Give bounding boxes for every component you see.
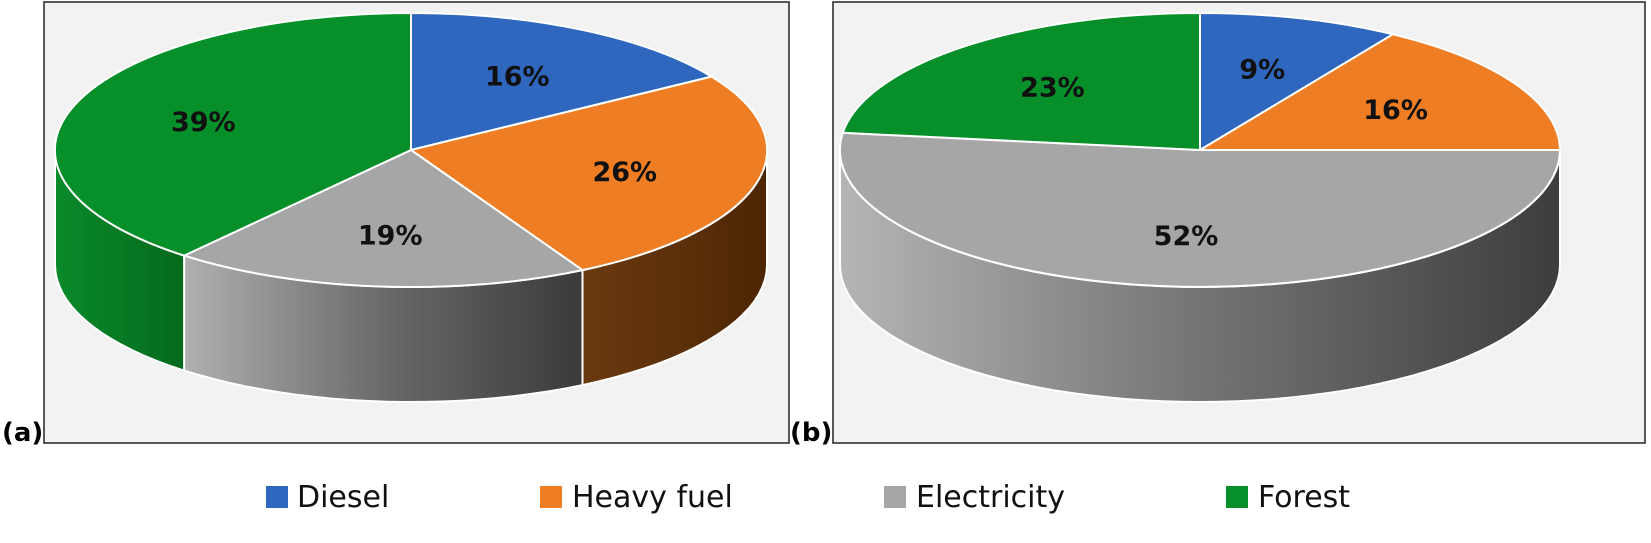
pie-b-label-diesel: 9% [1239,54,1285,85]
legend-swatch-electricity [884,486,906,508]
legend-item-diesel: Diesel [266,480,389,515]
pie-b-slice-forest [841,11,1201,152]
legend-label-electricity: Electricity [916,480,1065,515]
pie-chart-b: 9% 16% 52% 23% (b) [790,1,1646,448]
pie-a-label-heavy-fuel: 26% [592,157,657,188]
pie-a-labels: 16% 26% 19% 39% [171,62,657,252]
pie-a-label-forest: 39% [171,107,236,138]
pie-a-label-electricity: 19% [358,221,423,252]
pie-a-slice-electricity [181,148,585,289]
legend-item-heavy-fuel: Heavy fuel [540,480,733,515]
legend-swatch-forest [1226,486,1248,508]
pie-a-slices [53,11,769,404]
pie-b-label-forest: 23% [1020,72,1085,103]
legend-label-heavy-fuel: Heavy fuel [572,480,733,515]
legend-label-forest: Forest [1258,480,1350,515]
pie-a-label-diesel: 16% [485,62,550,93]
legend-swatch-diesel [266,486,288,508]
pie-a-slice-diesel [410,11,715,152]
legend-item-forest: Forest [1226,480,1350,515]
pie-b-label-electricity: 52% [1154,221,1219,252]
pie-chart-a: 16% 26% 19% 39% (a) [2,1,790,448]
pie-b-labels: 9% 16% 52% 23% [1020,54,1428,251]
legend-swatch-heavy-fuel [540,486,562,508]
legend-item-electricity: Electricity [884,480,1065,515]
pie-b-label-heavy-fuel: 16% [1363,95,1428,126]
panel-b-label: (b) [790,418,832,448]
pie-b-slice-heavy-fuel [1196,33,1562,151]
legend: Diesel Heavy fuel Electricity Forest [266,480,1350,515]
pie-a-slice-heavy-fuel [408,75,769,272]
pie-b-slice-electricity [839,131,1562,288]
legend-label-diesel: Diesel [297,480,389,515]
pie-b-slices [839,11,1562,404]
pie-b-slice-diesel [1199,11,1396,152]
pie-a-slice-forest [53,11,412,257]
panel-a-label: (a) [2,418,43,448]
